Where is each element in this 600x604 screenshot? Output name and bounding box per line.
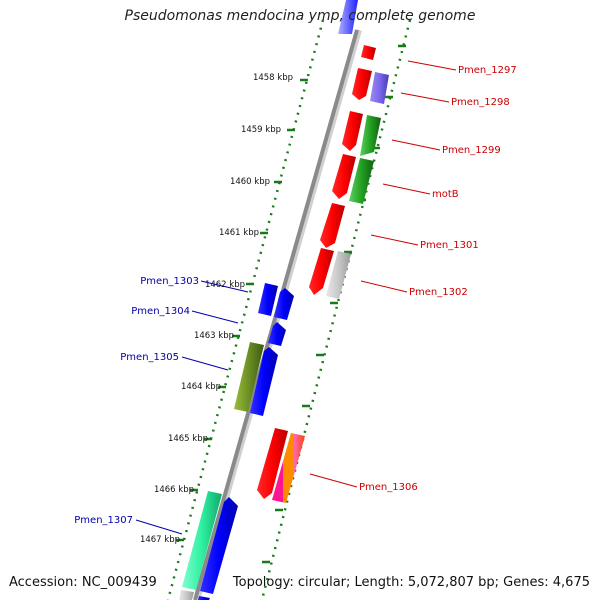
- tick-label: 1467 kbp: [140, 535, 180, 545]
- gene-pmen-1306[interactable]: [272, 433, 305, 503]
- accession-label: Accession: NC_009439: [9, 575, 157, 590]
- gene-red-2[interactable]: [342, 111, 363, 151]
- tick-label: 1462 kbp: [205, 280, 245, 290]
- tick-label: 1460 kbp: [230, 177, 270, 187]
- gene-top-partial[interactable]: [338, 0, 358, 34]
- reverse-gene-labels: Pmen_1303 Pmen_1304 Pmen_1305 Pmen_1307: [74, 276, 199, 526]
- gene-grey-bottom[interactable]: [179, 590, 194, 600]
- gene-pmen-1303[interactable]: [258, 283, 278, 316]
- gene-pmen-1298[interactable]: [370, 72, 389, 104]
- forward-leader-lines: [309, 60, 457, 488]
- tick-label: 1459 kbp: [241, 125, 281, 135]
- gene-pmen-1304[interactable]: [268, 322, 286, 346]
- gene-label-pmen-1306[interactable]: Pmen_1306: [359, 482, 418, 493]
- gene-pmen-1305[interactable]: [234, 342, 264, 412]
- gene-pmen-1297[interactable]: [361, 45, 376, 60]
- gene-red-3[interactable]: [332, 154, 356, 199]
- map-title: Pseudomonas mendocina ymp, complete geno…: [124, 8, 476, 24]
- gene-label-pmen-1299[interactable]: Pmen_1299: [442, 145, 501, 156]
- tick-label: 1465 kbp: [168, 434, 208, 444]
- gene-label-pmen-1301[interactable]: Pmen_1301: [420, 240, 479, 251]
- gene-red-6[interactable]: [257, 428, 288, 499]
- left-dotted-track: [166, 19, 325, 601]
- gene-label-pmen-1303[interactable]: Pmen_1303: [140, 276, 199, 287]
- tick-label: 1466 kbp: [154, 485, 194, 495]
- forward-genes: [257, 0, 389, 503]
- tick-label: 1463 kbp: [194, 331, 234, 341]
- gene-blue-bottom[interactable]: [198, 596, 210, 600]
- gene-label-pmen-1304[interactable]: Pmen_1304: [131, 306, 190, 317]
- gene-label-pmen-1298[interactable]: Pmen_1298: [451, 97, 510, 108]
- reverse-leader-lines: [135, 280, 249, 535]
- tick-labels: 1458 kbp 1459 kbp 1460 kbp 1461 kbp 1462…: [140, 73, 293, 545]
- gene-pmen-1301[interactable]: [320, 203, 345, 248]
- gene-red-5[interactable]: [309, 248, 334, 295]
- gene-label-pmen-1297[interactable]: Pmen_1297: [458, 65, 517, 76]
- gene-red-1[interactable]: [352, 68, 372, 100]
- reverse-genes: [179, 283, 294, 600]
- gene-pmen-1307[interactable]: [182, 491, 222, 590]
- gene-blue-2[interactable]: [274, 288, 294, 320]
- gene-label-pmen-1305[interactable]: Pmen_1305: [120, 352, 179, 363]
- gene-label-pmen-1302[interactable]: Pmen_1302: [409, 287, 468, 298]
- gene-motb[interactable]: [349, 158, 374, 204]
- tick-label: 1464 kbp: [181, 382, 221, 392]
- tick-label: 1461 kbp: [219, 228, 259, 238]
- gene-label-motb[interactable]: motB: [432, 189, 459, 200]
- topology-label: Topology: circular; Length: 5,072,807 bp…: [232, 575, 590, 590]
- right-major-ticks: [262, 44, 406, 564]
- gene-pmen-1299[interactable]: [360, 115, 381, 156]
- gene-blue-6[interactable]: [200, 497, 238, 594]
- gene-blue-4[interactable]: [250, 347, 278, 416]
- left-major-ticks: [176, 78, 308, 542]
- tick-label: 1458 kbp: [253, 73, 293, 83]
- gene-pmen-1302[interactable]: [326, 251, 351, 299]
- gene-label-pmen-1307[interactable]: Pmen_1307: [74, 515, 133, 526]
- forward-gene-labels: Pmen_1297 Pmen_1298 Pmen_1299 motB Pmen_…: [359, 65, 517, 493]
